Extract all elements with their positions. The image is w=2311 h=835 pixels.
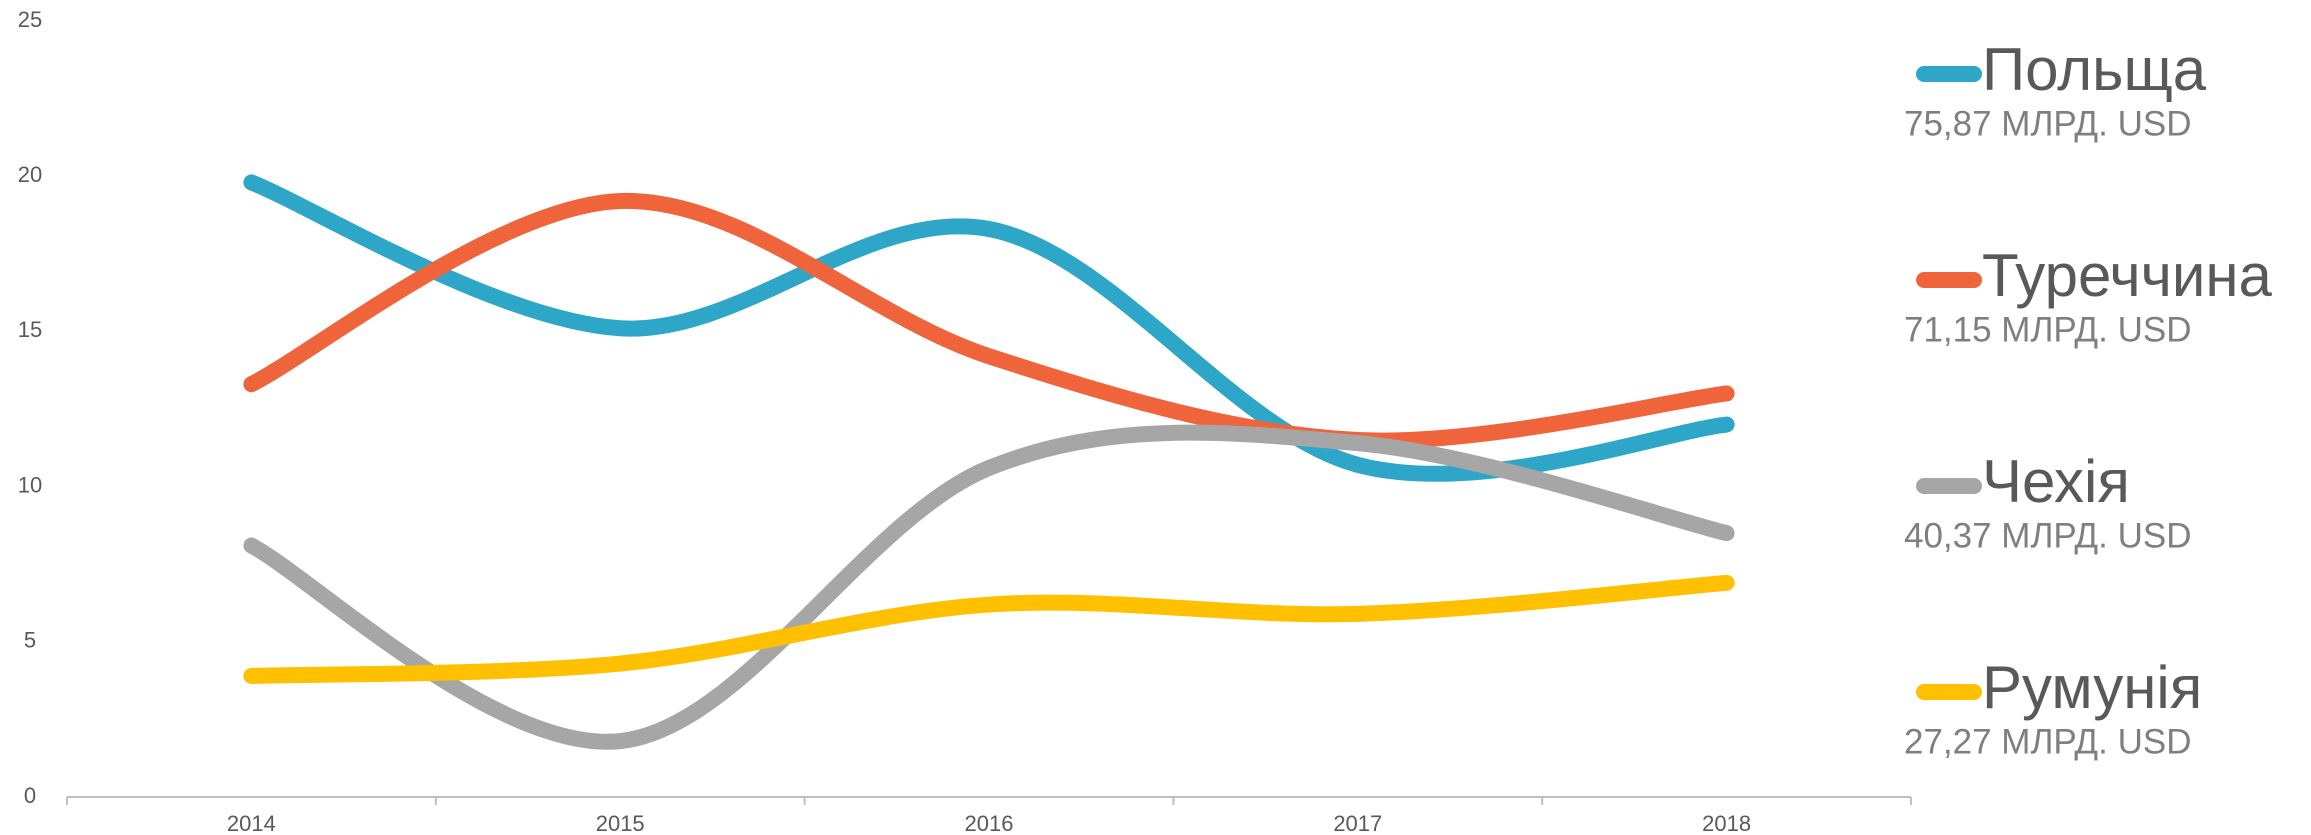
y-tick-label: 0 — [24, 783, 36, 808]
legend-total: 75,87 МЛРД. USD — [1904, 104, 2192, 143]
legend-label: Чехія — [1982, 448, 2130, 515]
series-line — [243, 193, 1735, 449]
legend-total: 27,27 МЛРД. USD — [1904, 722, 2192, 761]
x-tick-label: 2016 — [965, 811, 1014, 835]
legend-label: Румунія — [1982, 654, 2202, 721]
x-tick-label: 2014 — [227, 811, 276, 835]
y-tick-label: 5 — [24, 628, 36, 653]
legend-label: Польща — [1982, 36, 2207, 103]
series-line — [243, 574, 1735, 684]
y-tick-label: 15 — [18, 317, 42, 342]
legend-label: Туреччина — [1982, 242, 2273, 309]
legend-total: 40,37 МЛРД. USD — [1904, 516, 2192, 555]
x-tick-label: 2018 — [1702, 811, 1751, 835]
series-line — [243, 174, 1735, 482]
x-tick-label: 2015 — [596, 811, 645, 835]
legend-total: 71,15 МЛРД. USD — [1904, 310, 2192, 349]
x-tick-label: 2017 — [1333, 811, 1382, 835]
y-tick-label: 20 — [18, 162, 42, 187]
y-tick-label: 10 — [18, 472, 42, 497]
series-line — [243, 424, 1735, 750]
y-tick-label: 25 — [18, 7, 42, 32]
